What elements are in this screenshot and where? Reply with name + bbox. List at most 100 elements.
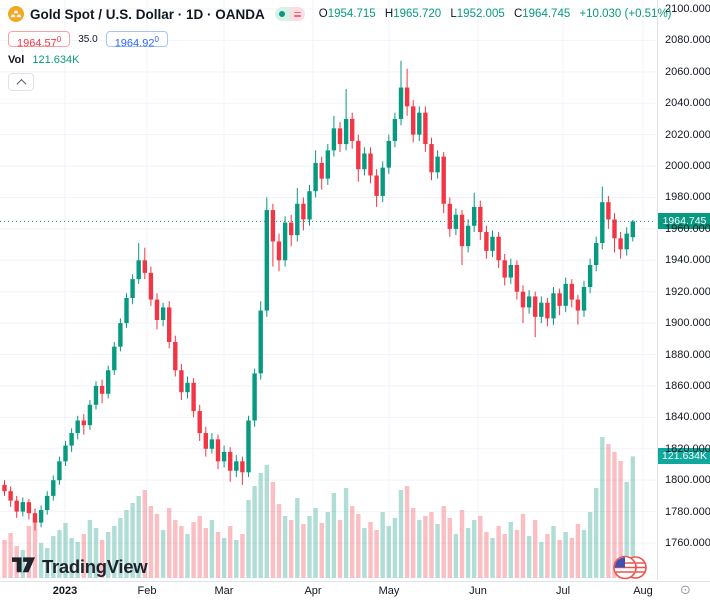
volume-bar	[81, 534, 86, 578]
volume-bar	[270, 482, 276, 578]
volume-bar	[508, 522, 513, 578]
candle	[587, 265, 593, 287]
candle	[87, 404, 93, 426]
price-axis-label: 1820.000	[665, 442, 710, 455]
tradingview-logo[interactable]: TradingView	[12, 556, 148, 578]
volume-value-badge: 121.634K	[658, 448, 710, 465]
candle	[423, 112, 428, 145]
candle	[557, 293, 562, 306]
collapse-legend-button[interactable]	[8, 73, 34, 91]
time-axis[interactable]: 2023 Feb Mar Apr May Jun Jul Aug	[0, 581, 710, 600]
candle	[215, 439, 221, 462]
candle	[569, 283, 574, 300]
price-axis-label: 1840.000	[665, 411, 710, 424]
tradingview-logo-text: TradingView	[42, 556, 148, 577]
candlestick-chart[interactable]	[0, 0, 656, 580]
volume-bar	[93, 528, 99, 578]
candle	[472, 206, 477, 226]
price-axis[interactable]: 1964.745 121.634K 2100.000 2080.000 2060.0…	[657, 0, 710, 580]
volume-bar	[167, 508, 172, 578]
time-axis-label: 2023	[52, 585, 78, 597]
volume-bar	[295, 498, 300, 578]
candle	[417, 112, 422, 135]
price-axis-label: 2100.000	[665, 2, 710, 15]
quote-row: 1964.570 35.0 1964.920	[8, 30, 672, 50]
candle	[368, 153, 373, 176]
volume-bar	[551, 526, 556, 578]
symbol-title[interactable]: Gold Spot / U.S. Dollar · 1D · OANDA	[30, 6, 265, 22]
candle	[20, 502, 25, 512]
volume-bar	[221, 538, 227, 578]
candle	[2, 484, 7, 492]
candle	[594, 243, 599, 266]
candle	[252, 373, 257, 421]
volume-bar	[362, 528, 367, 578]
candle	[502, 260, 507, 278]
volume-bar	[148, 506, 154, 578]
chart-legend: Gold Spot / U.S. Dollar · 1D · OANDA O19…	[8, 5, 672, 91]
buy-button[interactable]: 1964.920	[105, 31, 168, 50]
volume-bar	[435, 524, 440, 578]
last-price-badge: 1964.745	[658, 213, 710, 230]
candle	[630, 221, 635, 238]
gold-icon	[8, 6, 24, 22]
volume-bar	[337, 520, 343, 578]
candle	[99, 385, 105, 394]
volume-bar	[502, 534, 507, 578]
economic-event-flags-icon[interactable]	[613, 555, 649, 585]
chart-canvas[interactable]: TradingView	[0, 0, 656, 580]
volume-bar	[478, 516, 483, 578]
candle	[356, 140, 361, 170]
volume-bar	[594, 488, 599, 578]
candle	[545, 302, 550, 319]
price-axis-label: 1780.000	[665, 505, 710, 518]
volume-bar	[130, 503, 135, 578]
volume-bar	[32, 518, 38, 578]
volume-bar	[429, 512, 434, 578]
price-axis-label: 2040.000	[665, 97, 710, 110]
volume-bar	[20, 550, 25, 578]
candle	[539, 302, 544, 317]
candle	[142, 260, 147, 273]
candle	[319, 162, 324, 179]
volume-bar	[313, 508, 318, 578]
candle	[258, 310, 263, 374]
candle	[191, 382, 196, 412]
volume-bar	[411, 508, 416, 578]
volume-bar	[356, 514, 361, 578]
equals-icon	[289, 7, 305, 21]
volume-bar	[246, 500, 251, 578]
candle	[75, 420, 80, 434]
volume-bar	[600, 437, 605, 578]
volume-row: Vol 121.634K	[8, 54, 672, 68]
volume-bar	[398, 490, 404, 578]
volume-bar	[99, 540, 105, 578]
scale-settings-icon[interactable]: ⊙	[680, 583, 691, 598]
candle	[301, 203, 306, 220]
volume-bar	[520, 514, 526, 578]
candle	[173, 341, 178, 371]
volume-bar	[106, 532, 111, 578]
volume-bar	[301, 524, 306, 578]
time-axis-label: Apr	[304, 585, 322, 597]
market-status-pill[interactable]	[274, 7, 305, 21]
candle	[350, 118, 355, 141]
volume-bar	[38, 543, 44, 578]
candle	[26, 502, 32, 514]
change-value: +10.030 (+0.51%)	[579, 8, 672, 20]
candle	[57, 461, 62, 481]
volume-bar	[490, 538, 495, 578]
candle	[398, 87, 404, 119]
candle	[203, 433, 208, 449]
candle	[484, 232, 489, 251]
price-axis-label: 1800.000	[665, 474, 710, 487]
volume-bar	[264, 465, 269, 578]
candle	[124, 297, 129, 324]
candle	[307, 191, 312, 220]
candle	[618, 238, 623, 250]
candle	[282, 222, 288, 261]
sell-button[interactable]: 1964.570	[8, 31, 71, 50]
candle	[270, 210, 276, 242]
volume-bar	[624, 482, 629, 578]
volume-bar	[258, 473, 263, 578]
